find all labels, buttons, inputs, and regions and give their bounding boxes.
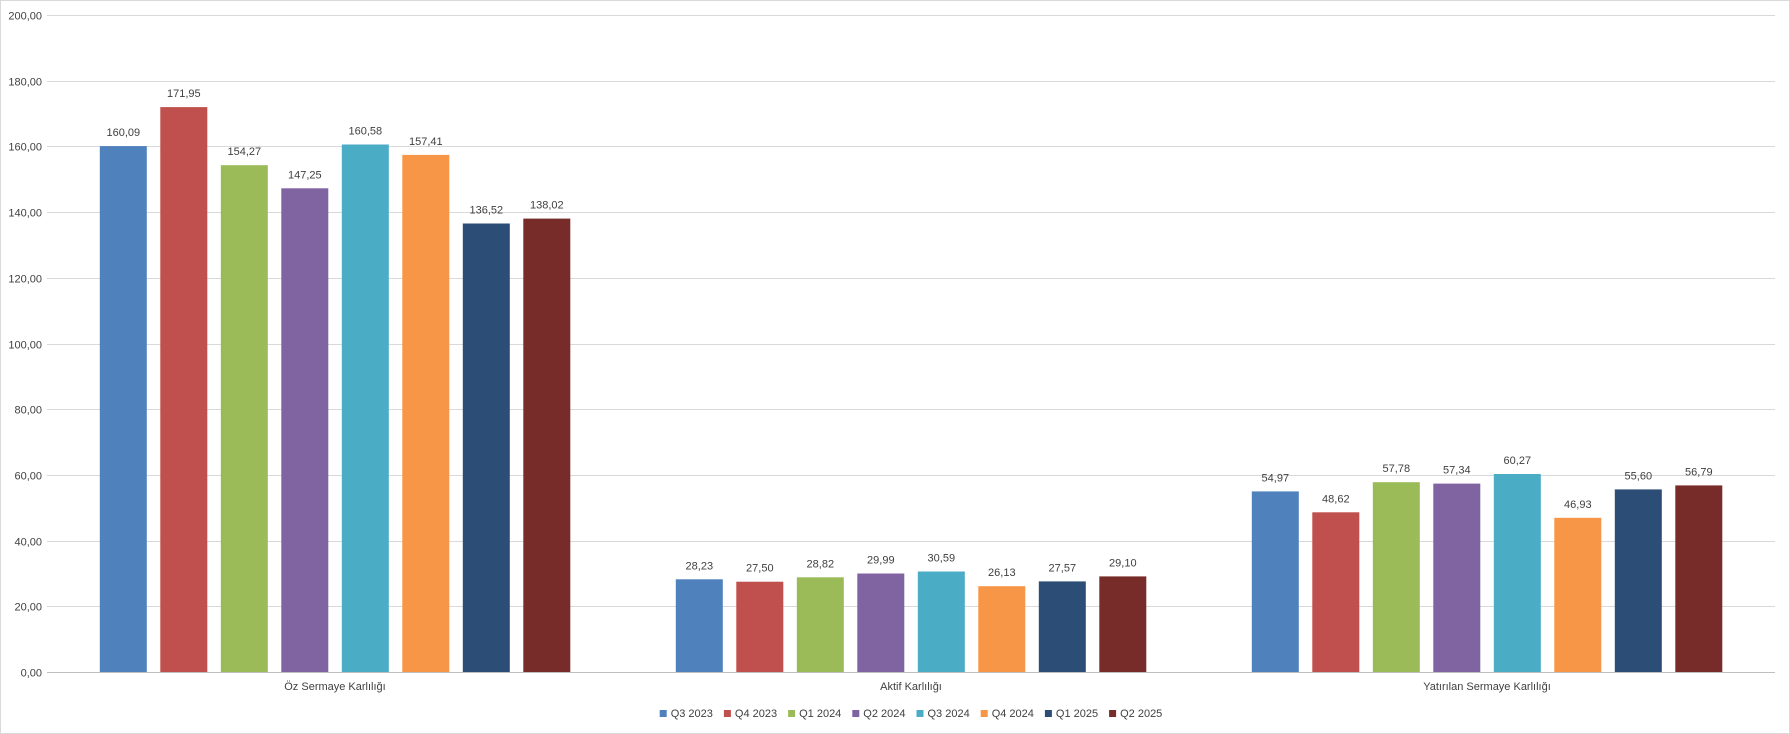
data-label: 48,62 (1322, 493, 1350, 505)
bar (1312, 512, 1360, 672)
y-tick-label: 0,00 (21, 668, 42, 680)
data-label: 54,97 (1262, 472, 1290, 484)
legend-item: Q4 2024 (980, 708, 1034, 720)
bar (1251, 491, 1299, 672)
data-label: 57,34 (1443, 465, 1471, 477)
legend-swatch (1044, 710, 1052, 717)
bar (281, 188, 329, 673)
gridlines (47, 15, 1775, 673)
legend-label: Q3 2024 (928, 708, 970, 720)
data-label: 56,79 (1685, 466, 1713, 478)
data-label: 138,02 (530, 200, 564, 212)
data-label: 27,57 (1049, 562, 1077, 574)
y-axis-tick-labels: 0,00 20,00 40,00 60,00 80,00 100,00 120,00 140,… (8, 11, 42, 680)
y-tick-label: 160,00 (8, 142, 42, 154)
legend-item: Q1 2024 (788, 708, 841, 720)
bar (796, 577, 844, 672)
legend-swatch (916, 710, 924, 717)
data-label: 26,13 (988, 567, 1016, 579)
y-tick-label: 120,00 (8, 274, 42, 286)
data-label: 27,50 (746, 563, 774, 575)
legend-label: Q3 2023 (671, 708, 713, 720)
y-tick-label: 40,00 (14, 537, 42, 549)
legend-item: Q3 2023 (659, 708, 713, 720)
category-labels: Öz Sermaye Karlılığı Aktif Karlılığı Yatır… (284, 681, 1551, 693)
y-tick-label: 200,00 (8, 11, 42, 23)
y-tick-label: 140,00 (8, 208, 42, 220)
data-labels: 160,09 171,95 154,27 147,25 160,58 157,41 136,… (106, 88, 1712, 579)
legend-item: Q2 2024 (852, 708, 906, 720)
data-label: 55,60 (1625, 470, 1653, 482)
bar (1554, 517, 1602, 672)
y-tick-label: 20,00 (14, 602, 42, 614)
bar (736, 581, 784, 672)
bar (1675, 485, 1723, 672)
data-label: 157,41 (409, 136, 443, 148)
y-tick-label: 180,00 (8, 77, 42, 89)
bar (220, 165, 268, 672)
legend-label: Q4 2023 (735, 708, 777, 720)
bar (978, 586, 1026, 672)
bar (99, 146, 147, 673)
data-label: 160,58 (348, 126, 382, 138)
bar (160, 107, 208, 673)
legend-item: Q2 2025 (1109, 708, 1162, 720)
data-label: 28,82 (807, 558, 835, 570)
data-label: 136,52 (469, 205, 503, 217)
legend-swatch (1109, 710, 1117, 717)
legend-item: Q1 2025 (1044, 708, 1098, 720)
legend-item: Q3 2024 (916, 708, 970, 720)
data-label: 29,10 (1109, 557, 1137, 569)
data-label: 147,25 (288, 169, 322, 181)
bars (99, 107, 1723, 673)
bar (675, 579, 723, 672)
data-label: 154,27 (227, 146, 261, 158)
legend-label: Q4 2024 (992, 708, 1034, 720)
category-label: Aktif Karlılığı (880, 681, 942, 693)
legend-label: Q2 2025 (1120, 708, 1162, 720)
legend-swatch (659, 710, 667, 717)
bar (1493, 474, 1541, 672)
legend: Q3 2023 Q4 2023 Q1 2024 Q2 2024 Q3 2024 Q4 20… (659, 708, 1162, 720)
bar (1099, 576, 1147, 672)
data-label: 160,09 (106, 127, 140, 139)
data-label: 171,95 (167, 88, 201, 100)
bar (402, 154, 450, 672)
bar (1372, 482, 1420, 672)
category-label: Yatırılan Sermaye Karlılığı (1423, 681, 1551, 693)
legend-label: Q1 2024 (799, 708, 841, 720)
legend-swatch (723, 710, 731, 717)
legend-label: Q1 2025 (1056, 708, 1098, 720)
bar (523, 218, 571, 672)
data-label: 57,78 (1383, 463, 1411, 475)
bar (857, 573, 905, 672)
bar (917, 571, 965, 672)
legend-swatch (852, 710, 860, 717)
data-label: 29,99 (867, 555, 895, 567)
data-label: 46,93 (1564, 499, 1592, 511)
data-label: 28,23 (686, 560, 714, 572)
bar (1038, 581, 1086, 672)
y-tick-label: 100,00 (8, 340, 42, 352)
bar (1433, 483, 1481, 672)
category-label: Öz Sermaye Karlılığı (284, 681, 385, 693)
data-label: 60,27 (1504, 455, 1532, 467)
y-tick-label: 60,00 (14, 471, 42, 483)
y-tick-label: 80,00 (14, 405, 42, 417)
bar (341, 144, 389, 672)
bar (462, 223, 510, 672)
legend-swatch (788, 710, 796, 717)
legend-label: Q2 2024 (863, 708, 905, 720)
legend-swatch (980, 710, 988, 717)
data-label: 30,59 (928, 553, 956, 565)
legend-item: Q4 2023 (723, 708, 777, 720)
bar (1614, 489, 1662, 672)
